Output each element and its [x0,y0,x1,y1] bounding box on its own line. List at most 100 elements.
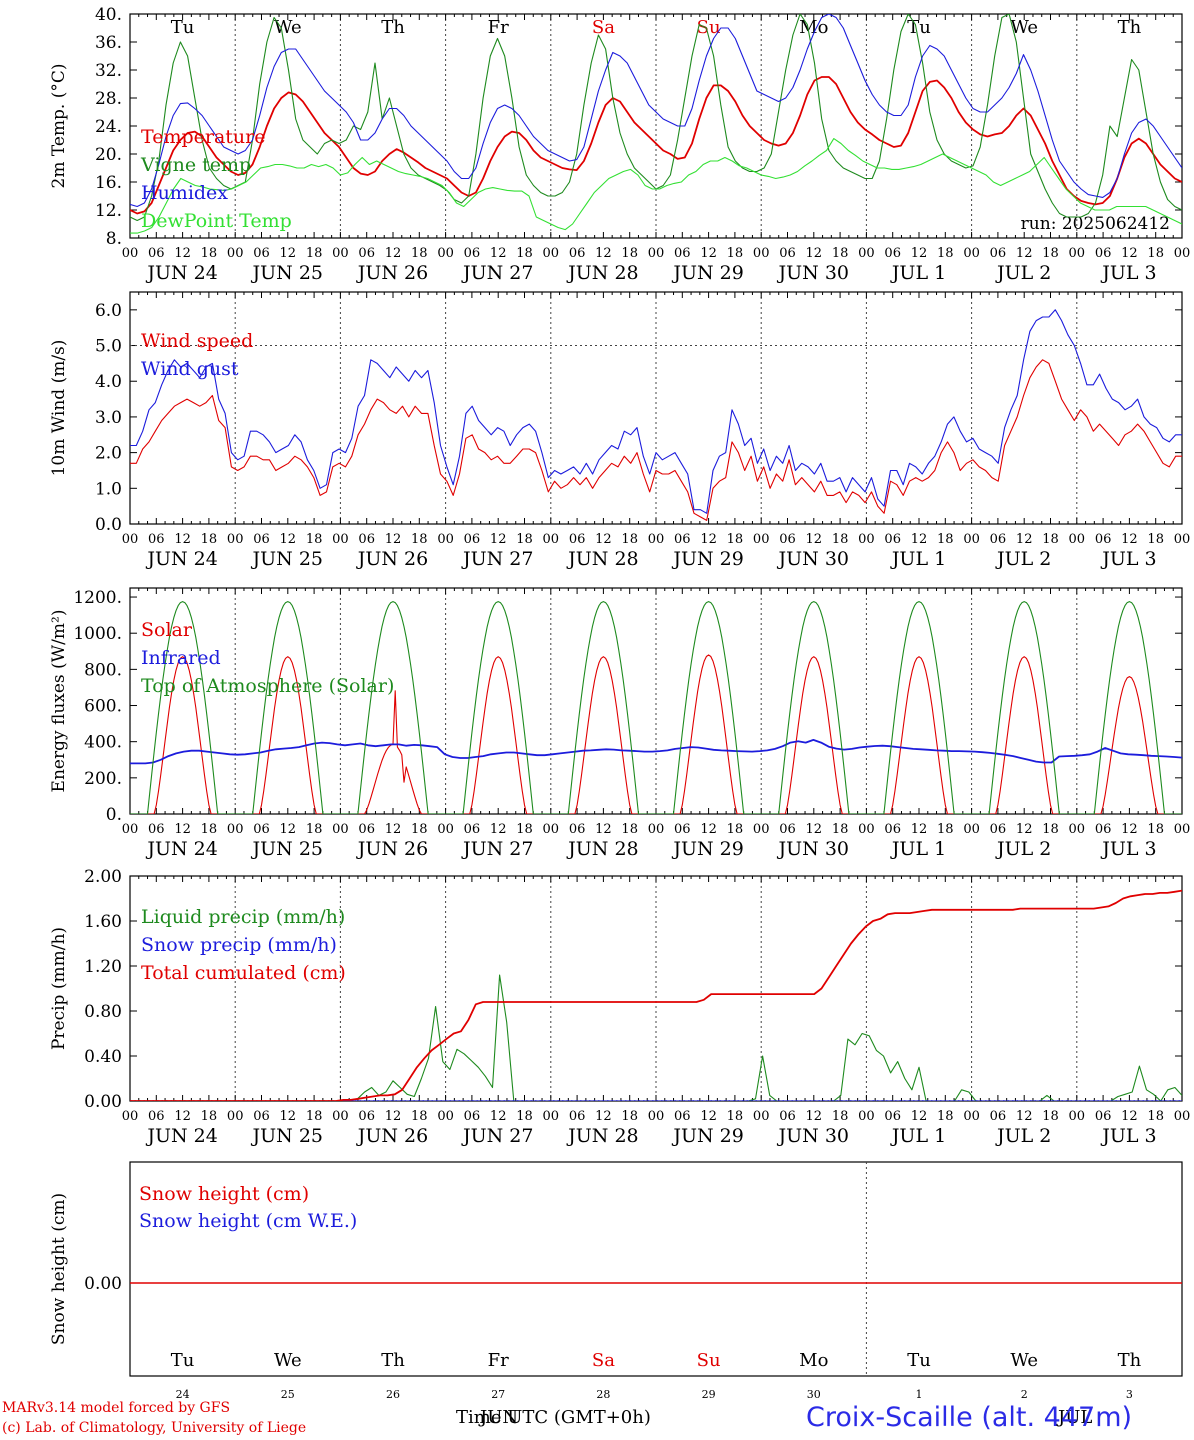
date-label: JUN 24 [145,1125,217,1147]
date-label: JUL 1 [890,838,946,860]
series-line-infrared [130,739,1182,765]
date-label: JUN 30 [777,548,849,570]
hour-tick-label: 12 [911,246,928,261]
hour-tick-label: 00 [753,822,770,837]
hour-tick-label: 12 [806,246,823,261]
hour-tick-label: 06 [779,532,796,547]
hour-tick-label: 06 [253,532,270,547]
date-label: JUL 3 [1100,838,1156,860]
hour-tick-label: 18 [306,1109,323,1124]
y-axis-title: Precip (mm/h) [49,927,69,1050]
hour-tick-label: 18 [1042,532,1059,547]
hour-tick-label: 12 [1121,1109,1138,1124]
legend-snow-height-cm-w-e-: Snow height (cm W.E.) [139,1210,357,1232]
date-label: JUN 30 [777,1125,849,1147]
legend-snow-precip-mm-h-: Snow precip (mm/h) [141,934,337,956]
hour-tick-label: 18 [516,1109,533,1124]
hour-tick-label: 06 [464,246,481,261]
legend-infrared: Infrared [141,647,221,669]
date-label: JUN 28 [566,548,638,570]
hour-tick-label: 12 [806,1109,823,1124]
day-label: We [274,17,302,38]
legend-dewpoint-temp: DewPoint Temp [141,210,292,232]
day-label: Tu [907,17,931,38]
date-label: JUN 30 [777,262,849,284]
hour-tick-label: 12 [280,246,297,261]
hour-tick-label: 18 [727,246,744,261]
y-tick-label: 8. [106,229,122,249]
hour-tick-label: 12 [911,1109,928,1124]
day-label: Th [1118,1350,1142,1371]
hour-tick-label: 00 [648,1109,665,1124]
hour-tick-label: 12 [806,822,823,837]
hour-tick-label: 18 [411,822,428,837]
hour-tick-label: 12 [280,822,297,837]
hour-tick-label: 12 [280,1109,297,1124]
hour-tick-label: 00 [963,1109,980,1124]
hour-tick-label: 06 [674,532,691,547]
hour-tick-label: 00 [1174,532,1191,547]
hour-tick-label: 06 [569,246,586,261]
day-label: Mo [799,1350,828,1371]
day-label: We [1010,1350,1038,1371]
hour-tick-label: 06 [569,1109,586,1124]
date-label: JUL 3 [1100,262,1156,284]
hour-tick-label: 12 [1016,246,1033,261]
series-group [130,309,1182,521]
hour-tick-label: 18 [832,246,849,261]
y-tick-label: 1.60 [84,912,122,932]
hour-tick-label: 00 [648,822,665,837]
hour-tick-label: 06 [990,532,1007,547]
panel-5: 0.00 Snow height (cm) Tu 24 We 25 Th 26 Fr 27 Sa 28… [49,1161,1183,1401]
hour-tick-label: 12 [700,246,717,261]
hour-tick-label: 00 [122,532,139,547]
y-tick-label: 24. [95,117,122,137]
series-line-dewpoint-temp [130,138,1182,234]
legend-liquid-precip-mm-h-: Liquid precip (mm/h) [141,906,345,928]
hour-tick-label: 06 [358,1109,375,1124]
hour-tick-label: 00 [858,532,875,547]
hour-tick-label: 06 [779,1109,796,1124]
hour-tick-label: 12 [490,1109,507,1124]
date-label: JUN 24 [145,262,217,284]
hour-tick-label: 00 [753,1109,770,1124]
hour-tick-label: 06 [884,246,901,261]
date-label: JUN 30 [777,838,849,860]
panel-3: 1200. 1000. 800. 600. 400. 200. 0. Energy fluxe… [49,587,1190,860]
y-tick-label: 12. [95,201,122,221]
date-label: JUN 27 [461,262,533,284]
hour-tick-label: 18 [832,532,849,547]
hour-tick-label: 06 [464,822,481,837]
hour-tick-label: 12 [385,246,402,261]
hour-tick-label: 06 [884,532,901,547]
series-group [130,889,1182,1101]
date-label: JUN 27 [461,838,533,860]
hour-tick-label: 12 [1016,1109,1033,1124]
hour-tick-label: 18 [306,246,323,261]
day-label: Su [697,1350,721,1371]
legend-top-of-atmosphere-solar-: Top of Atmosphere (Solar) [141,675,394,697]
hour-tick-label: 00 [858,1109,875,1124]
y-axis-title: 10m Wind (m/s) [49,340,69,477]
hour-tick-label: 18 [832,822,849,837]
hour-tick-label: 00 [1174,246,1191,261]
hour-tick-label: 00 [1069,246,1086,261]
day-label: Tu [171,17,195,38]
panel-2: 6.0 5.0 4.0 3.0 2.0 1.0 0.0 10m Wind (m/s) 00 06 1… [49,291,1191,570]
hour-tick-label: 06 [358,246,375,261]
y-tick-label: 400. [84,733,122,753]
hour-tick-label: 12 [385,822,402,837]
hour-tick-label: 06 [1095,246,1112,261]
day-number: 2 [1021,1388,1028,1401]
hour-tick-label: 00 [227,822,244,837]
hour-tick-label: 18 [1147,822,1164,837]
y-tick-label: 600. [84,697,122,717]
hour-tick-label: 18 [727,1109,744,1124]
hour-tick-label: 06 [358,532,375,547]
date-label: JUN 25 [251,838,323,860]
y-tick-label: 5.0 [95,337,122,357]
hour-tick-label: 06 [253,1109,270,1124]
legend-temperature: Temperature [141,126,265,148]
hour-tick-label: 12 [1121,246,1138,261]
hour-tick-label: 18 [621,822,638,837]
